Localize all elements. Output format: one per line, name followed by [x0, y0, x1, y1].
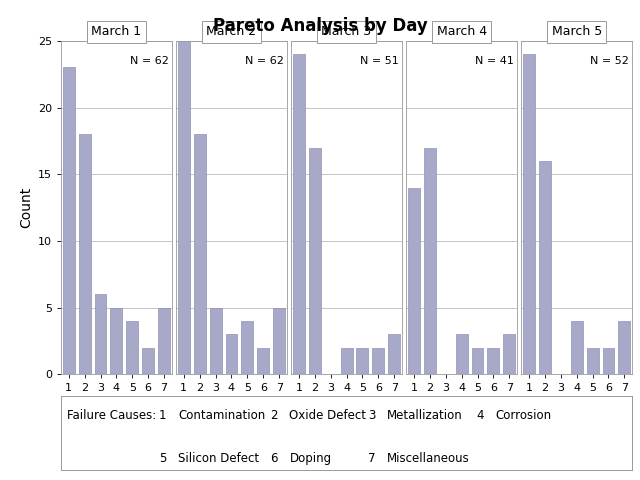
Text: Oxide Defect: Oxide Defect	[289, 409, 367, 422]
Bar	[225, 335, 237, 374]
Bar	[503, 335, 515, 374]
Bar	[408, 188, 420, 374]
Bar	[523, 54, 535, 374]
Text: 2: 2	[271, 409, 278, 422]
Title: March 5: March 5	[552, 25, 602, 38]
Bar	[178, 41, 190, 374]
Text: Doping: Doping	[289, 452, 332, 465]
Text: Corrosion: Corrosion	[495, 409, 551, 422]
Text: 6: 6	[271, 452, 278, 465]
Bar	[472, 348, 483, 374]
Text: N = 51: N = 51	[360, 56, 399, 66]
Y-axis label: Count: Count	[19, 187, 33, 228]
Bar	[257, 348, 269, 374]
Text: Failure Causes:: Failure Causes:	[67, 409, 156, 422]
Bar	[111, 308, 122, 374]
Title: March 3: March 3	[321, 25, 372, 38]
Bar	[293, 54, 305, 374]
Text: Pareto Analysis by Day: Pareto Analysis by Day	[212, 17, 428, 35]
Bar	[372, 348, 384, 374]
Bar	[63, 68, 75, 374]
Bar	[340, 348, 353, 374]
Bar	[126, 321, 138, 374]
Bar	[309, 147, 321, 374]
Text: 1: 1	[159, 409, 166, 422]
Bar	[539, 161, 551, 374]
Text: Miscellaneous: Miscellaneous	[387, 452, 469, 465]
Bar	[210, 308, 221, 374]
Text: N = 41: N = 41	[475, 56, 514, 66]
Bar	[618, 321, 630, 374]
Text: 3: 3	[368, 409, 375, 422]
Bar	[241, 321, 253, 374]
Text: 5: 5	[159, 452, 166, 465]
Bar	[602, 348, 614, 374]
Text: 4: 4	[476, 409, 484, 422]
Title: March 2: March 2	[207, 25, 257, 38]
Bar	[388, 335, 400, 374]
Text: N = 62: N = 62	[130, 56, 169, 66]
Bar	[273, 308, 285, 374]
Bar	[571, 321, 582, 374]
Bar	[456, 335, 468, 374]
Title: March 4: March 4	[436, 25, 486, 38]
Text: N = 62: N = 62	[245, 56, 284, 66]
Text: Metallization: Metallization	[387, 409, 462, 422]
Bar	[194, 134, 205, 374]
Bar	[488, 348, 499, 374]
Bar	[79, 134, 91, 374]
Text: 7: 7	[367, 452, 375, 465]
Bar	[356, 348, 369, 374]
Title: March 1: March 1	[92, 25, 141, 38]
Bar	[158, 308, 170, 374]
Bar	[587, 348, 598, 374]
Text: Contamination: Contamination	[178, 409, 265, 422]
Text: Silicon Defect: Silicon Defect	[178, 452, 259, 465]
Bar	[95, 294, 106, 374]
Bar	[142, 348, 154, 374]
Bar	[424, 147, 436, 374]
Text: N = 52: N = 52	[590, 56, 629, 66]
